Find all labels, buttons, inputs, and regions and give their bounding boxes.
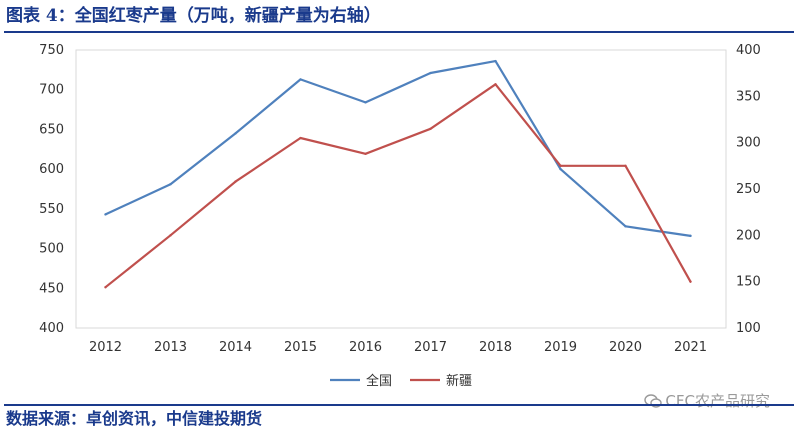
figure-title: 图表 4：全国红枣产量（万吨，新疆产量为右轴） bbox=[6, 6, 381, 26]
data-point bbox=[104, 286, 107, 289]
data-point bbox=[429, 127, 432, 130]
left-tick-label: 550 bbox=[39, 202, 64, 217]
right-tick-label: 350 bbox=[736, 89, 761, 104]
plot-area-border bbox=[75, 49, 727, 329]
data-point bbox=[624, 164, 627, 168]
legend-label: 全国 bbox=[366, 373, 392, 389]
left-tick-label: 750 bbox=[39, 43, 64, 58]
source-rule bbox=[4, 404, 794, 406]
x-tick-label: 2012 bbox=[89, 340, 122, 355]
watermark-text: CFC农产品研究 bbox=[665, 392, 770, 410]
title-rule bbox=[4, 31, 794, 33]
left-tick-label: 650 bbox=[39, 122, 64, 137]
left-tick-label: 700 bbox=[39, 83, 64, 98]
x-tick-label: 2016 bbox=[349, 340, 382, 355]
data-point bbox=[299, 136, 302, 140]
data-point bbox=[559, 164, 562, 168]
x-tick-label: 2018 bbox=[479, 340, 512, 355]
left-axis: 750 700 650 600 550 500 450 400 bbox=[39, 43, 64, 336]
right-tick-label: 150 bbox=[736, 275, 761, 290]
right-tick-label: 400 bbox=[736, 43, 761, 58]
data-point bbox=[234, 180, 237, 183]
series-line-xinjiang bbox=[104, 83, 692, 289]
x-tick-label: 2014 bbox=[219, 340, 252, 355]
data-point bbox=[689, 234, 692, 238]
data-point bbox=[494, 83, 497, 86]
x-tick-label: 2015 bbox=[284, 340, 317, 355]
right-tick-label: 300 bbox=[736, 136, 761, 151]
legend: 全国 新疆 bbox=[330, 373, 472, 389]
right-axis: 400 350 300 250 200 150 100 bbox=[736, 43, 761, 336]
x-tick-label: 2019 bbox=[544, 340, 577, 355]
right-tick-label: 250 bbox=[736, 182, 761, 197]
data-point bbox=[169, 234, 172, 237]
x-tick-label: 2021 bbox=[674, 340, 707, 355]
data-point bbox=[364, 152, 367, 155]
data-point bbox=[494, 59, 497, 63]
left-tick-label: 500 bbox=[39, 242, 64, 257]
series-line-national bbox=[104, 59, 692, 237]
series-layer bbox=[104, 59, 692, 289]
source-note: 数据来源：卓创资讯，中信建投期货 bbox=[6, 409, 263, 428]
watermark: CFC农产品研究 bbox=[644, 390, 770, 412]
data-point bbox=[429, 71, 432, 75]
data-point bbox=[299, 78, 302, 81]
left-tick-label: 400 bbox=[39, 321, 64, 336]
x-tick-label: 2013 bbox=[154, 340, 187, 355]
x-axis: 2012 2013 2014 2015 2016 2017 2018 2019 2020 2021 bbox=[89, 340, 707, 355]
right-tick-label: 100 bbox=[736, 321, 761, 336]
data-point bbox=[234, 132, 237, 135]
data-point bbox=[559, 167, 562, 171]
x-tick-label: 2017 bbox=[414, 340, 447, 355]
left-tick-label: 600 bbox=[39, 162, 64, 177]
right-tick-label: 200 bbox=[736, 228, 761, 243]
data-point bbox=[689, 280, 692, 283]
wechat-icon bbox=[644, 394, 663, 408]
data-point bbox=[364, 101, 367, 104]
data-point bbox=[169, 183, 172, 186]
line-chart: 750 700 650 600 550 500 450 400 400 350 300 250 200… bbox=[39, 43, 761, 389]
legend-label: 新疆 bbox=[446, 373, 472, 389]
data-point bbox=[104, 213, 107, 216]
x-tick-label: 2020 bbox=[609, 340, 642, 355]
left-tick-label: 450 bbox=[39, 281, 64, 296]
data-point bbox=[624, 225, 627, 228]
